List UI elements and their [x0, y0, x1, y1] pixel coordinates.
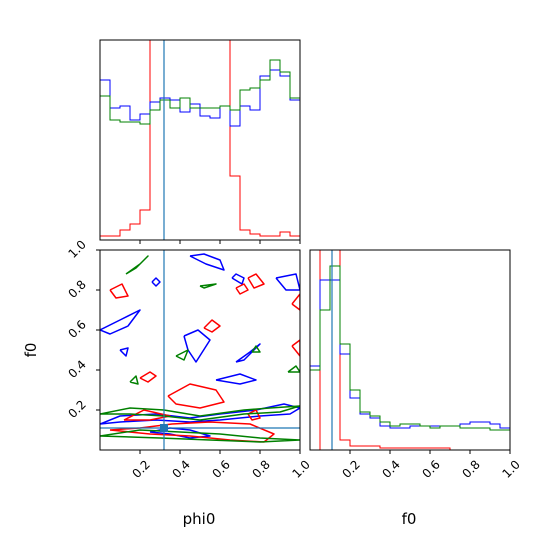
f0-hist-frame [309, 249, 511, 451]
phi0-tick-label: 1.0 [289, 457, 312, 480]
contour-red-15 [247, 273, 265, 289]
phi0-tick-label: 0.4 [169, 457, 192, 480]
f0-axis-label-x: f0 [402, 510, 417, 528]
contour-blue-0 [189, 253, 225, 271]
contour-blue-6 [119, 347, 129, 357]
contour-blue-5 [235, 343, 261, 363]
contour-green-23 [199, 283, 217, 289]
contour-red-18 [167, 383, 225, 409]
f0-histogram-panel [309, 249, 511, 451]
contour-blue-7 [275, 273, 300, 291]
phi0-hist-red-step [100, 40, 300, 237]
contour-red-13 [203, 319, 221, 333]
contour-frame [99, 249, 301, 451]
f0-axis-label-y: f0 [22, 343, 40, 358]
contour-green-27 [129, 375, 139, 385]
contour-green-24 [175, 349, 189, 361]
contour-red-16 [291, 293, 300, 311]
truth-marker [160, 424, 168, 432]
contour-red-20 [247, 409, 261, 421]
phi0-hist-frame [99, 39, 301, 241]
phi0-f0-contour-panel [99, 249, 301, 451]
phi0-axis-label: phi0 [183, 510, 216, 528]
contour-blue-8 [215, 373, 257, 385]
contour-blue-2 [151, 277, 161, 287]
f0-x-tick-label: 0.2 [339, 457, 362, 480]
phi0-histogram-panel [99, 39, 301, 244]
phi0-hist-blue-step [100, 69, 300, 127]
f0-hist-blue-step [310, 279, 510, 429]
f0-x-tick-label: 0.8 [459, 457, 482, 480]
contour-blue-4 [183, 329, 211, 363]
contour-green-22 [125, 255, 149, 275]
phi0-tick-label: 0.8 [249, 457, 272, 480]
contour-red-14 [235, 283, 249, 295]
f0-y-tick-label: 0.6 [65, 317, 88, 340]
contour-red-11 [109, 283, 129, 299]
contour-green-26 [287, 365, 300, 373]
phi0-hist-green-step [100, 59, 300, 125]
f0-y-tick-label: 1.0 [65, 237, 88, 260]
f0-y-tick-label: 0.8 [65, 277, 88, 300]
f0-x-tick-label: 1.0 [499, 457, 522, 480]
contour-red-12 [139, 371, 157, 383]
contour-red-17 [291, 339, 300, 357]
f0-y-tick-label: 0.4 [65, 357, 88, 380]
phi0-tick-label: 0.6 [209, 457, 232, 480]
contour-green-25 [251, 345, 261, 353]
f0-y-tick-label: 0.2 [65, 397, 88, 420]
f0-hist-green-step [310, 265, 510, 431]
phi0-tick-label: 0.2 [129, 457, 152, 480]
contour-blue-1 [231, 273, 245, 285]
contour-blue-3 [100, 309, 141, 335]
f0-x-tick-label: 0.4 [379, 457, 402, 480]
f0-x-tick-label: 0.6 [419, 457, 442, 480]
